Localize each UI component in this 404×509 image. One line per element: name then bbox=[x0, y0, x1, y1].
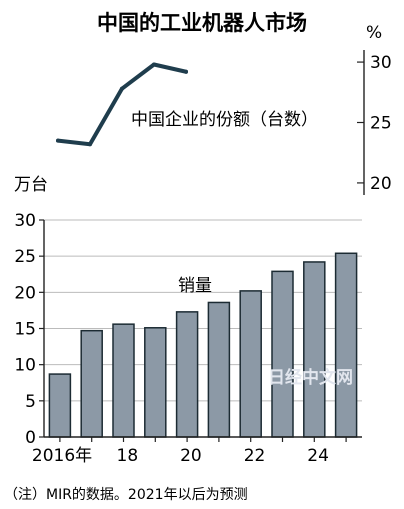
bar-y-tick-label: 25 bbox=[14, 247, 36, 267]
share-line-chart: % 20 25 30 中国企业的份额（台数） bbox=[56, 23, 392, 195]
bar-x-tick-label: 24 bbox=[307, 446, 329, 466]
footnote: （注）MIR的数据。2021年以后为预测 bbox=[4, 487, 248, 503]
sales-bar bbox=[80, 329, 103, 438]
sales-bar bbox=[239, 290, 262, 438]
sales-bar-chart: 万台 0 5 10 15 20 25 30 2016年 18 20 22 24 销量 bbox=[14, 175, 362, 466]
sales-bar bbox=[175, 311, 199, 438]
share-point bbox=[152, 62, 156, 67]
bar-series-label: 销量 bbox=[178, 276, 212, 296]
line-y-tick-label: 30 bbox=[370, 53, 392, 73]
share-line bbox=[56, 62, 188, 147]
bar-x-tick-label: 22 bbox=[244, 446, 266, 466]
chart-title: 中国的工业机器人市场 bbox=[97, 11, 307, 35]
bar-y-unit: 万台 bbox=[14, 175, 48, 195]
sales-bar bbox=[303, 261, 326, 438]
bar-y-tick-label: 10 bbox=[14, 356, 36, 376]
sales-bar bbox=[112, 323, 135, 438]
share-point bbox=[120, 86, 124, 91]
line-y-unit: % bbox=[366, 23, 382, 43]
bar-y-tick-label: 30 bbox=[14, 211, 36, 231]
bar-y-tick-label: 20 bbox=[14, 283, 36, 303]
bar-x-tick-label: 20 bbox=[180, 446, 202, 466]
sales-bar bbox=[271, 270, 294, 438]
sales-bar bbox=[207, 301, 231, 438]
bar-y-tick-label: 15 bbox=[14, 320, 36, 340]
line-y-tick-label: 20 bbox=[370, 174, 392, 194]
bar-y-tick-label: 5 bbox=[25, 392, 36, 412]
sales-bar bbox=[48, 373, 72, 438]
share-point bbox=[184, 69, 188, 74]
line-y-tick-label: 25 bbox=[370, 114, 392, 134]
share-point bbox=[56, 138, 60, 143]
sales-bar bbox=[144, 327, 167, 438]
bar-x-tick-label: 2016年 bbox=[32, 446, 92, 466]
watermark: 日经中文网 bbox=[268, 367, 353, 388]
bar-y-tick-label: 0 bbox=[25, 428, 36, 448]
share-point bbox=[88, 142, 92, 147]
sales-bar bbox=[334, 252, 358, 438]
bar-x-tick-label: 18 bbox=[117, 446, 139, 466]
line-series-label: 中国企业的份额（台数） bbox=[131, 110, 318, 130]
